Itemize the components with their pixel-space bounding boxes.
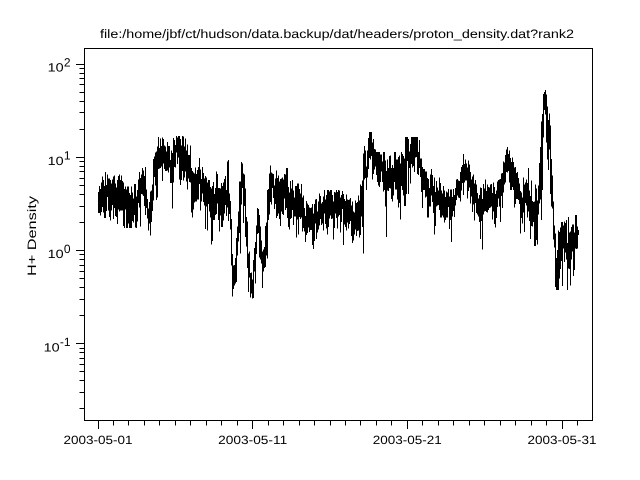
svg-text:2003-05-21: 2003-05-21 — [373, 433, 442, 447]
svg-text:file:/home/jbf/ct/hudson/data.: file:/home/jbf/ct/hudson/data.backup/dat… — [100, 27, 574, 41]
svg-text:10: 10 — [48, 154, 64, 168]
svg-text:H+ Density: H+ Density — [25, 195, 39, 276]
svg-text:10: 10 — [44, 340, 60, 354]
svg-text:-1: -1 — [60, 335, 71, 349]
svg-text:1: 1 — [64, 149, 71, 163]
svg-text:10: 10 — [48, 61, 64, 75]
svg-text:10: 10 — [48, 247, 64, 261]
svg-text:2003-05-01: 2003-05-01 — [64, 433, 133, 447]
svg-text:0: 0 — [64, 242, 71, 256]
svg-text:2003-05-31: 2003-05-31 — [528, 433, 597, 447]
svg-text:2003-05-11: 2003-05-11 — [218, 433, 287, 447]
svg-text:2: 2 — [64, 55, 71, 69]
